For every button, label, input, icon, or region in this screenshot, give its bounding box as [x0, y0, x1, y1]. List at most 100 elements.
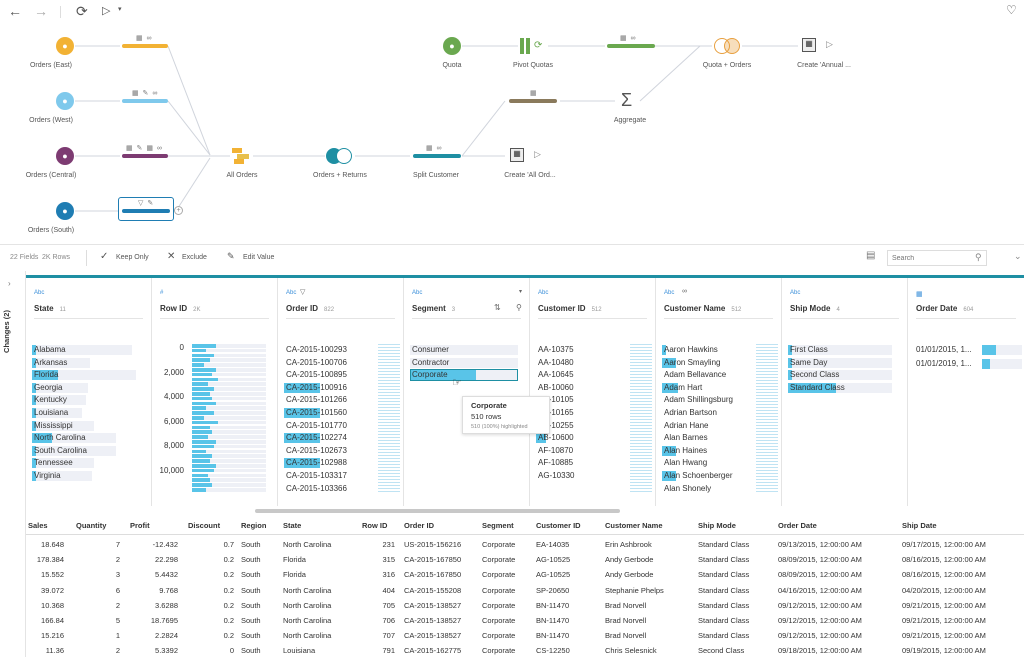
- value-item[interactable]: South Carolina: [34, 445, 87, 455]
- value-item[interactable]: Alan Hwang: [664, 458, 708, 468]
- clean-step-east[interactable]: [122, 44, 168, 48]
- profile-card-state[interactable]: Abc State 11 Alabama Arkansas Florida Georgi…: [26, 278, 152, 506]
- clean-step-brown[interactable]: [509, 99, 557, 103]
- table-row[interactable]: 15.552 3 5.4432 0.2 South Florida 316 CA-2015-1…: [26, 567, 1024, 582]
- profile-card-order-id[interactable]: Abc ▽ Order ID 822 CA-2015-100293 CA-2015-…: [278, 278, 404, 506]
- profile-card-customer-id[interactable]: Abc Customer ID 512 AA-10375 AA-10480 AA-10…: [530, 278, 656, 506]
- union-icon[interactable]: [232, 148, 252, 164]
- edit-value-button[interactable]: Edit Value: [243, 254, 275, 261]
- chevron-down-icon[interactable]: ⌄: [1014, 251, 1022, 261]
- column-header[interactable]: Customer ID 512: [538, 304, 602, 313]
- orders-east-input-icon[interactable]: ●: [56, 37, 74, 55]
- profile-card-segment[interactable]: Abc ▾ Segment 3 ⇅ ⚲ Consumer Contractor Cor…: [404, 278, 550, 506]
- value-item[interactable]: AB-10165: [538, 408, 574, 417]
- column-header[interactable]: Order Date 604: [916, 304, 974, 313]
- value-item[interactable]: Corporate: [412, 370, 448, 380]
- horizontal-scrollbar[interactable]: [255, 509, 620, 513]
- column-header[interactable]: Sales: [28, 521, 48, 530]
- value-item[interactable]: AB-10600: [538, 433, 574, 443]
- table-row[interactable]: 39.072 6 9.768 0.2 South North Carolina 404 CA-…: [26, 583, 1024, 598]
- clean-step-central[interactable]: [122, 154, 168, 158]
- search-icon[interactable]: ⚲: [516, 303, 522, 312]
- table-row[interactable]: 166.84 5 18.7695 0.2 South North Carolina 706 C…: [26, 613, 1024, 628]
- value-item[interactable]: Mississippi: [34, 420, 73, 430]
- column-header[interactable]: Ship Mode: [698, 521, 736, 530]
- value-item[interactable]: Alabama: [34, 345, 66, 354]
- column-header[interactable]: Profit: [130, 521, 150, 530]
- search-input[interactable]: [887, 250, 987, 266]
- play-icon[interactable]: ▷: [102, 5, 111, 17]
- table-row[interactable]: 18.648 7 -12.432 0.7 South North Carolina 231 U…: [26, 537, 1024, 552]
- refresh-icon[interactable]: ⟳: [76, 3, 88, 19]
- value-item[interactable]: Alan Haines: [664, 445, 708, 455]
- value-item[interactable]: Virginia: [34, 471, 61, 480]
- column-header[interactable]: Customer Name: [605, 521, 663, 530]
- sort-icon[interactable]: ⇅: [494, 303, 501, 312]
- arrow-right-icon[interactable]: →: [34, 3, 48, 19]
- selected-value-outline[interactable]: [410, 369, 518, 382]
- value-item[interactable]: AB-10255: [538, 420, 574, 430]
- run-output-icon[interactable]: ▷: [826, 39, 833, 49]
- column-header[interactable]: Order ID: [404, 521, 435, 530]
- column-header[interactable]: Row ID 2K: [160, 304, 201, 313]
- arrow-left-icon[interactable]: ←: [8, 3, 22, 19]
- value-item[interactable]: AA-10645: [538, 370, 574, 380]
- value-item[interactable]: Adrian Bartson: [664, 408, 717, 417]
- value-item[interactable]: AF-10885: [538, 458, 574, 468]
- value-item[interactable]: 01/01/2019, 1...: [916, 359, 972, 368]
- clean-step-west[interactable]: [122, 99, 168, 103]
- value-item[interactable]: Florida: [34, 370, 59, 380]
- orders-central-input-icon[interactable]: ●: [56, 147, 74, 165]
- column-header[interactable]: Row ID: [362, 521, 388, 530]
- value-item[interactable]: AA-10480: [538, 357, 574, 367]
- value-item[interactable]: Louisiana: [34, 408, 69, 417]
- value-item[interactable]: Alan Shonely: [664, 483, 712, 493]
- profile-card-customer-name[interactable]: Abc ∞ Customer Name 512 Aaron Hawkins Aaro…: [656, 278, 782, 506]
- value-item[interactable]: Second Class: [790, 370, 840, 380]
- value-item[interactable]: Georgia: [34, 382, 63, 392]
- value-item[interactable]: Adam Shillingsburg: [664, 395, 733, 405]
- bell-icon[interactable]: ♡: [1006, 3, 1017, 17]
- join-icon[interactable]: [326, 148, 354, 164]
- value-item[interactable]: AF-10870: [538, 445, 574, 455]
- value-item[interactable]: 01/01/2015, 1...: [916, 345, 972, 354]
- run-output-icon[interactable]: ▷: [534, 149, 541, 159]
- value-item[interactable]: CA-2015-100916: [286, 382, 347, 392]
- value-item[interactable]: CA-2015-101770: [286, 420, 347, 430]
- table-row[interactable]: 10.368 2 3.6288 0.2 South North Carolina 705 CA…: [26, 598, 1024, 613]
- value-item[interactable]: AB-10105: [538, 395, 574, 405]
- value-item[interactable]: Same Day: [790, 357, 828, 367]
- orders-west-input-icon[interactable]: ●: [56, 92, 74, 110]
- column-header[interactable]: Ship Date: [902, 521, 937, 530]
- value-item[interactable]: Consumer: [412, 345, 449, 354]
- value-item[interactable]: AG-10330: [538, 471, 575, 480]
- add-step-icon[interactable]: +: [174, 206, 183, 215]
- chevron-down-icon[interactable]: ▾: [519, 289, 523, 295]
- value-item[interactable]: Contractor: [412, 357, 450, 367]
- column-header[interactable]: Region: [241, 521, 267, 530]
- exclude-button[interactable]: Exclude: [182, 254, 207, 261]
- output-icon[interactable]: ▦: [802, 38, 816, 52]
- table-row[interactable]: 11.36 2 5.3392 0 South Louisiana 791 CA-2015-16…: [26, 643, 1024, 657]
- value-item[interactable]: Aaron Hawkins: [664, 345, 718, 354]
- orders-south-input-icon[interactable]: ●: [56, 202, 74, 220]
- column-header[interactable]: Ship Mode 4: [790, 304, 840, 313]
- table-view-icon[interactable]: ▤: [866, 250, 876, 261]
- value-item[interactable]: Arkansas: [34, 357, 68, 367]
- value-item[interactable]: First Class: [790, 345, 828, 354]
- column-header[interactable]: Discount: [188, 521, 221, 530]
- value-item[interactable]: Adrian Hane: [664, 420, 709, 430]
- value-item[interactable]: Aaron Smayling: [664, 357, 721, 367]
- value-item[interactable]: CA-2015-102988: [286, 458, 347, 468]
- value-item[interactable]: North Carolina: [34, 433, 86, 443]
- value-item[interactable]: CA-2015-101560: [286, 408, 347, 417]
- column-header[interactable]: Quantity: [76, 521, 107, 530]
- aggregate-icon[interactable]: Σ: [621, 90, 633, 110]
- changes-panel[interactable]: › Changes (2): [0, 271, 26, 657]
- value-item[interactable]: CA-2015-102274: [286, 433, 347, 443]
- chevron-down-icon[interactable]: ▾: [118, 6, 122, 13]
- profile-card-row-id[interactable]: # Row ID 2K 0 2,000 4,000 6,000 8,000 10,000: [152, 278, 278, 506]
- quota-input-icon[interactable]: ●: [443, 37, 461, 55]
- value-item[interactable]: AA-10375: [538, 345, 574, 354]
- value-item[interactable]: CA-2015-103317: [286, 471, 347, 480]
